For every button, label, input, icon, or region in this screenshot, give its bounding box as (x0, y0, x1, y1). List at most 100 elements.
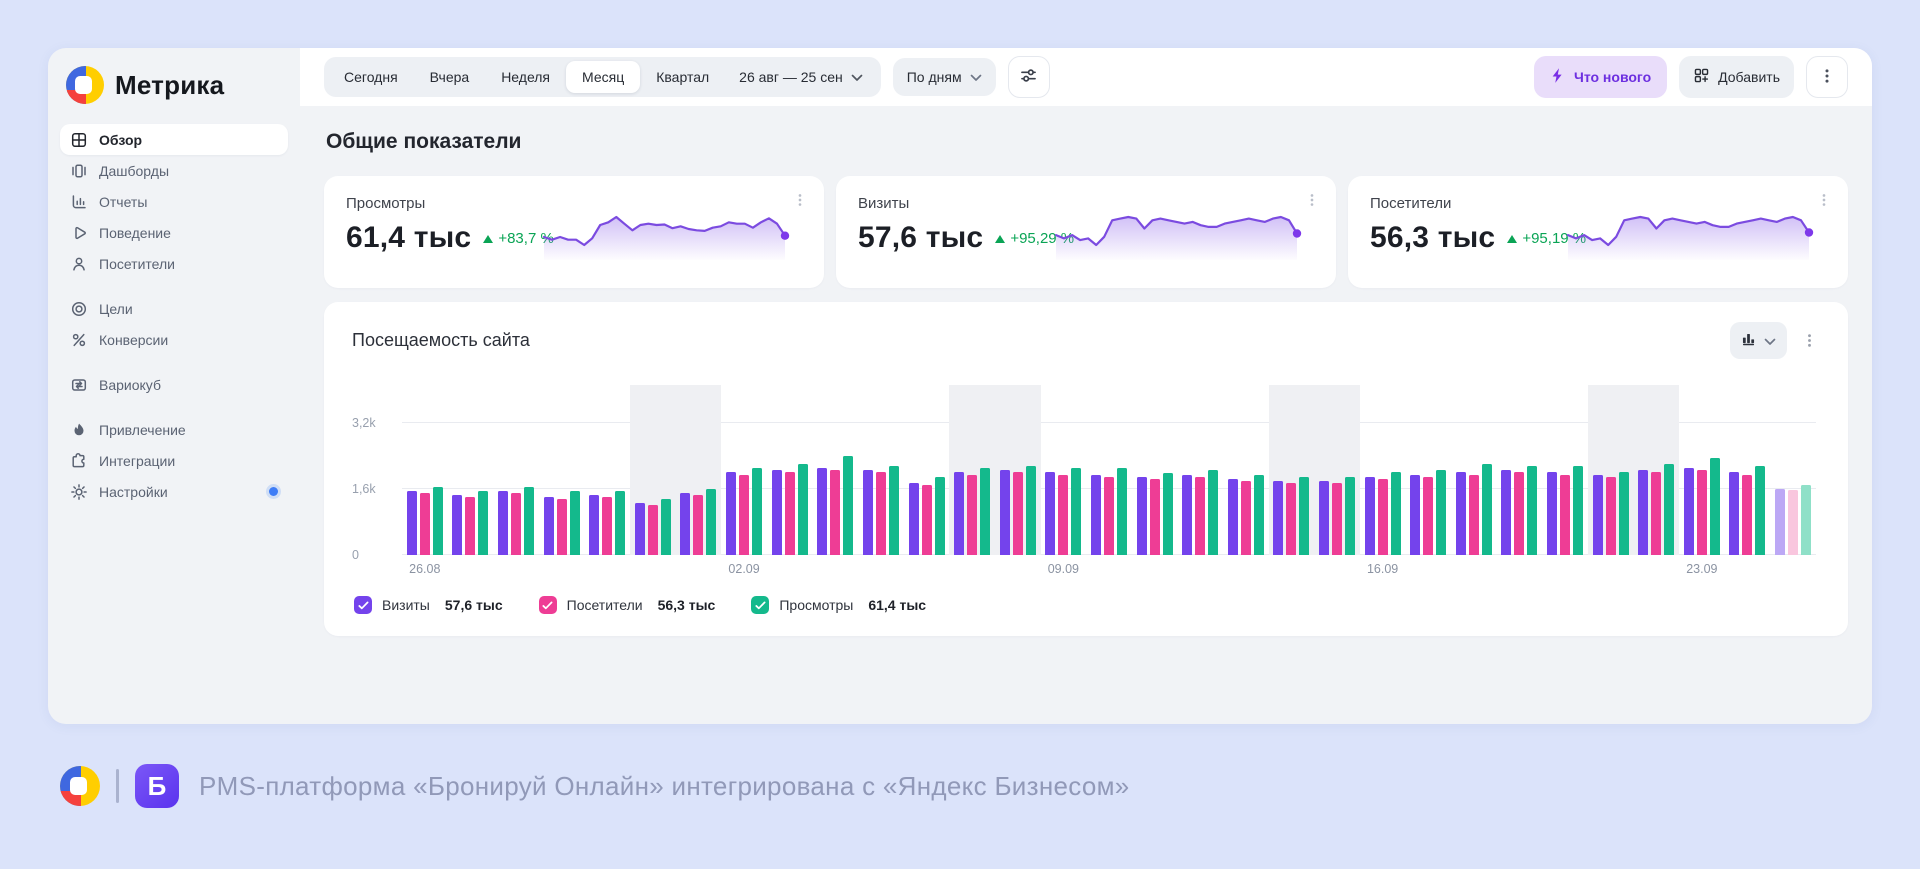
chart-day-group[interactable] (1041, 385, 1087, 555)
chart-day-group[interactable] (1451, 385, 1497, 555)
sidebar-item-settings[interactable]: Настройки (60, 476, 288, 507)
app-name: Метрика (115, 69, 225, 100)
chart-day-group[interactable] (1542, 385, 1588, 555)
visitors-icon (70, 255, 88, 273)
chart-day-group[interactable] (1405, 385, 1451, 555)
chart-day-group[interactable] (994, 385, 1041, 555)
whats-new-button[interactable]: Что нового (1533, 56, 1668, 98)
sidebar-nav: Обзор Дашборды Отчеты Поведение Посетители Це… (60, 124, 288, 507)
chart-day-group[interactable] (402, 385, 448, 555)
chart-more-button[interactable] (1797, 328, 1822, 353)
sidebar-item-integrations[interactable]: Интеграции (60, 445, 288, 476)
chart-day-group[interactable] (1770, 385, 1816, 555)
kebab-menu-icon (1801, 334, 1818, 352)
period-tab-week[interactable]: Неделя (501, 69, 551, 85)
add-button[interactable]: Добавить (1679, 56, 1794, 98)
chart-day-group[interactable] (539, 385, 585, 555)
legend-item-visits[interactable]: Визиты 57,6 тыс (354, 596, 503, 614)
chart-day-group[interactable] (493, 385, 539, 555)
chart-day-group[interactable] (1725, 385, 1771, 555)
date-range-dropdown[interactable]: 26 авг — 25 сен (725, 61, 877, 93)
grid-plus-icon (1693, 67, 1710, 87)
x-axis-label (1633, 562, 1679, 580)
bar-visits (498, 491, 509, 555)
bar-visits (1227, 479, 1238, 555)
sidebar-item-variocube[interactable]: Вариокуб (60, 369, 288, 400)
chart-day-group[interactable] (630, 385, 676, 555)
attraction-icon (70, 421, 88, 439)
sidebar-item-reports[interactable]: Отчеты (60, 186, 288, 217)
bar-views (1618, 472, 1629, 555)
chart-day-group[interactable] (1086, 385, 1132, 555)
legend-checkbox[interactable] (538, 596, 557, 614)
settings-icon (70, 483, 88, 501)
chart-day-group[interactable] (1360, 385, 1406, 555)
chart-day-group[interactable] (904, 385, 950, 555)
bar-visits (726, 472, 737, 555)
period-tab-today[interactable]: Сегодня (344, 69, 398, 85)
bar-views (1436, 470, 1447, 555)
sidebar-item-conversions[interactable]: Конверсии (60, 324, 288, 355)
variocube-icon (70, 376, 88, 394)
x-axis-label: 09.09 (1047, 562, 1079, 576)
filters-button[interactable] (1007, 56, 1050, 98)
bar-visits (862, 470, 873, 555)
chart-day-group[interactable] (675, 385, 722, 555)
x-axis-label (630, 562, 676, 580)
chevron-down-icon (851, 69, 863, 85)
sidebar-item-goals[interactable]: Цели (60, 293, 288, 324)
app-logo[interactable]: Метрика (60, 62, 288, 124)
card-more-button[interactable] (1812, 188, 1836, 212)
legend-item-views[interactable]: Просмотры 61,4 тыс (751, 596, 926, 614)
card-more-button[interactable] (1300, 188, 1324, 212)
kebab-menu-icon (792, 194, 808, 211)
chart-day-group[interactable] (584, 385, 630, 555)
chart-day-group[interactable] (1223, 385, 1269, 555)
kpi-card-visits: Визиты 57,6 тыс +95,29 % (836, 176, 1336, 288)
chart-day-group[interactable] (767, 385, 813, 555)
period-tab-quarter[interactable]: Квартал (656, 69, 710, 85)
reports-icon (70, 193, 88, 211)
chart-day-group[interactable] (448, 385, 494, 555)
sidebar-item-dashboards[interactable]: Дашборды (60, 155, 288, 186)
sidebar-item-attraction[interactable]: Привлечение (60, 414, 288, 445)
chart-day-group[interactable] (1268, 385, 1315, 555)
bar-visitors (1651, 472, 1662, 555)
chart-type-dropdown[interactable] (1730, 322, 1787, 359)
x-axis-label (1314, 562, 1360, 580)
bar-visits (543, 497, 554, 555)
chart-day-group[interactable] (721, 385, 767, 555)
chart-day-group[interactable] (1587, 385, 1634, 555)
chart-day-group[interactable] (1679, 385, 1725, 555)
granularity-dropdown[interactable]: По дням (892, 58, 996, 96)
chart-day-group[interactable] (1314, 385, 1360, 555)
sidebar-item-behavior[interactable]: Поведение (60, 217, 288, 248)
chart-day-group[interactable] (1633, 385, 1680, 555)
bar-visits (680, 493, 691, 555)
chart-plot-area: 0 1,6k 3,2k (352, 385, 1816, 562)
bar-visits (817, 468, 828, 555)
legend-item-visitors[interactable]: Посетители 56,3 тыс (538, 596, 715, 614)
chart-day-group[interactable] (1177, 385, 1223, 555)
legend-checkbox[interactable] (751, 596, 770, 614)
topbar-more-button[interactable] (1806, 56, 1848, 98)
period-tab-yesterday[interactable]: Вчера (429, 69, 470, 85)
kpi-value: 57,6 тыс (858, 221, 984, 254)
x-axis-label (448, 562, 494, 580)
chart-day-group[interactable] (1497, 385, 1543, 555)
sidebar-item-overview[interactable]: Обзор (60, 124, 288, 155)
period-tab-month[interactable]: Месяц (566, 61, 641, 93)
card-more-button[interactable] (788, 188, 812, 212)
sidebar-item-visitors[interactable]: Посетители (60, 248, 288, 279)
granularity-label: По дням (906, 69, 962, 85)
sidebar-item-label: Интеграции (99, 452, 176, 469)
chart-day-group[interactable] (949, 385, 995, 555)
chart-day-group[interactable] (1132, 385, 1178, 555)
bar-visitors (1058, 475, 1069, 555)
legend-checkbox[interactable] (354, 596, 372, 614)
bar-views (1481, 464, 1492, 555)
x-axis-label (493, 562, 539, 580)
bar-views (1801, 485, 1812, 555)
chart-day-group[interactable] (858, 385, 904, 555)
chart-day-group[interactable] (812, 385, 858, 555)
